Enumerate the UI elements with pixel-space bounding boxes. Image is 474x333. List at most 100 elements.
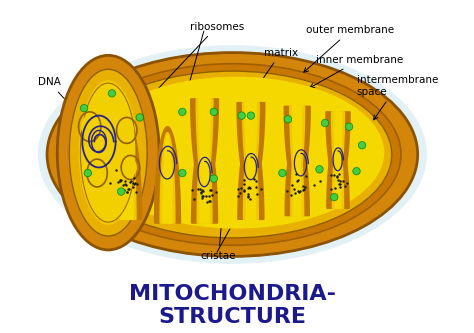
Circle shape	[81, 105, 88, 112]
Ellipse shape	[73, 71, 392, 238]
Circle shape	[279, 169, 286, 177]
Point	[123, 189, 130, 195]
Point	[301, 184, 309, 189]
Point	[339, 178, 347, 184]
Point	[327, 172, 335, 177]
Point	[296, 188, 304, 194]
Text: inner membrane: inner membrane	[310, 55, 403, 88]
Point	[288, 182, 296, 188]
Point	[250, 176, 258, 182]
Circle shape	[179, 169, 186, 177]
Polygon shape	[112, 118, 142, 219]
Point	[246, 185, 253, 190]
Point	[337, 179, 344, 184]
Point	[203, 199, 210, 204]
Circle shape	[358, 142, 366, 149]
Point	[130, 175, 138, 180]
Text: MITOCHONDRIA-
STRUCTURE: MITOCHONDRIA- STRUCTURE	[129, 284, 336, 327]
Point	[291, 186, 298, 191]
Point	[200, 188, 207, 193]
Point	[133, 182, 141, 187]
Point	[202, 193, 210, 198]
Polygon shape	[238, 131, 264, 219]
Circle shape	[84, 169, 91, 177]
Circle shape	[210, 175, 218, 182]
Point	[199, 193, 206, 199]
Point	[295, 177, 302, 183]
Point	[207, 187, 214, 193]
Point	[208, 193, 216, 198]
Point	[334, 173, 341, 178]
Polygon shape	[293, 141, 301, 216]
Point	[205, 193, 213, 198]
Point	[124, 189, 131, 195]
Circle shape	[210, 108, 218, 116]
Ellipse shape	[90, 162, 104, 184]
Point	[124, 186, 132, 192]
Point	[197, 190, 205, 195]
Circle shape	[179, 108, 186, 116]
Point	[291, 190, 298, 195]
Circle shape	[118, 188, 125, 195]
Point	[294, 188, 302, 193]
Text: DNA: DNA	[38, 77, 91, 128]
Point	[123, 182, 130, 188]
Polygon shape	[285, 132, 309, 216]
Text: intermembrane
space: intermembrane space	[356, 75, 438, 120]
Point	[188, 188, 196, 193]
Polygon shape	[292, 106, 302, 181]
Point	[330, 172, 338, 178]
Point	[194, 187, 202, 192]
Circle shape	[346, 123, 353, 131]
Text: cristae: cristae	[201, 208, 237, 261]
Point	[116, 178, 123, 183]
Point	[332, 185, 339, 190]
Polygon shape	[326, 112, 350, 186]
Polygon shape	[335, 143, 341, 208]
Circle shape	[284, 116, 292, 123]
Polygon shape	[191, 99, 219, 191]
Polygon shape	[243, 103, 259, 185]
Point	[197, 191, 205, 196]
Point	[129, 180, 137, 186]
Point	[253, 178, 260, 183]
Point	[132, 189, 140, 195]
Polygon shape	[290, 106, 305, 184]
Point	[245, 195, 252, 200]
Point	[127, 178, 135, 184]
Point	[240, 187, 247, 192]
Circle shape	[321, 119, 329, 127]
Ellipse shape	[64, 64, 401, 245]
Point	[283, 189, 291, 194]
Point	[310, 182, 318, 188]
Point	[245, 185, 252, 191]
Ellipse shape	[57, 55, 159, 250]
Polygon shape	[200, 139, 209, 223]
Text: outer membrane: outer membrane	[304, 25, 395, 72]
Point	[296, 189, 303, 194]
Point	[302, 173, 310, 179]
Point	[246, 185, 254, 191]
Circle shape	[136, 114, 144, 121]
Point	[190, 197, 198, 202]
Polygon shape	[291, 138, 304, 216]
Point	[237, 190, 244, 196]
Point	[299, 183, 307, 189]
Ellipse shape	[82, 115, 98, 139]
Polygon shape	[246, 139, 255, 219]
Point	[129, 184, 137, 189]
Point	[337, 181, 344, 187]
Point	[206, 198, 214, 204]
Point	[120, 187, 128, 192]
Point	[131, 180, 138, 185]
Text: matrix: matrix	[235, 48, 298, 120]
Point	[212, 190, 219, 195]
Point	[205, 198, 213, 203]
Polygon shape	[155, 127, 181, 223]
Point	[336, 185, 343, 190]
Polygon shape	[197, 136, 212, 223]
Point	[316, 178, 324, 183]
Ellipse shape	[38, 45, 427, 264]
Polygon shape	[237, 103, 265, 191]
Point	[114, 179, 122, 185]
